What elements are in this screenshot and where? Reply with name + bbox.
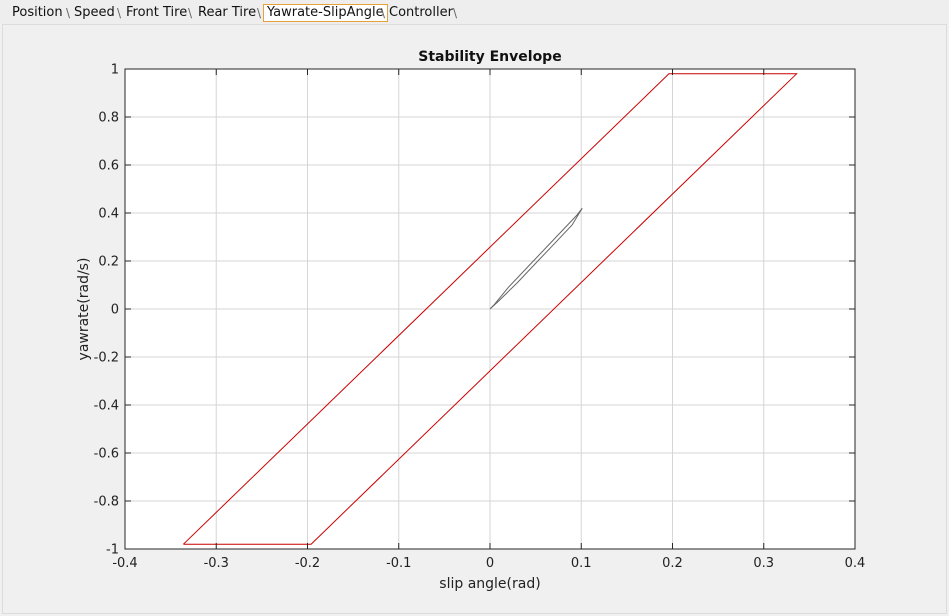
y-tick-label: -0.2 [94,351,119,366]
x-tick-label: -0.4 [112,556,137,571]
tab-separator: \ [381,6,386,20]
y-tick-label: -0.4 [94,399,119,414]
x-tick-label: 0.1 [571,556,592,571]
tab-separator: \ [188,6,193,20]
tab-speed[interactable]: Speed [74,5,115,20]
trajectory-series-line [489,207,583,310]
y-tick-label: -0.8 [94,495,119,510]
x-tick-label: 0.4 [845,556,866,571]
x-tick-label: -0.2 [295,556,320,571]
tab-position[interactable]: Position [12,5,63,20]
envelope-series-line [183,73,798,545]
series-group [183,73,798,545]
tab-rear-tire[interactable]: Rear Tire [198,5,257,20]
y-tick-label: 0.8 [98,111,119,126]
x-tick-label: -0.3 [204,556,229,571]
tick-marks [124,68,856,550]
chart-title: Stability Envelope [418,49,561,65]
tab-yawrate-slipangle[interactable]: Yawrate-SlipAngle [263,4,388,22]
tab-separator: \ [453,6,458,20]
tab-bar: Position \ Speed \ Front Tire \ Rear Tir… [0,0,949,24]
y-tick-label: 0.4 [98,207,119,222]
x-tick-label: 0 [486,556,494,571]
tab-separator: \ [66,6,71,20]
x-tick-labels: -0.4 -0.3 -0.2 -0.1 0 0.1 0.2 0.3 0.4 [112,556,865,571]
x-axis-label: slip angle(rad) [439,576,540,592]
y-tick-label: 1 [111,63,119,78]
x-tick-label: -0.1 [386,556,411,571]
y-tick-label: 0.2 [98,255,119,270]
x-tick-label: 0.3 [753,556,774,571]
tab-front-tire[interactable]: Front Tire [126,5,188,20]
tab-separator: \ [117,6,122,20]
y-tick-label: -0.6 [94,447,119,462]
y-tick-labels: 1 0.8 0.6 0.4 0.2 0 -0.2 -0.4 -0.6 -0.8 -1 [94,63,119,558]
tab-controller[interactable]: Controller [389,5,453,20]
y-tick-label: -1 [106,543,119,558]
y-tick-label: 0 [111,303,119,318]
tab-separator: \ [257,6,262,20]
y-axis-label: yawrate(rad/s) [76,258,92,361]
x-tick-label: 0.2 [662,556,683,571]
y-tick-label: 0.6 [98,159,119,174]
